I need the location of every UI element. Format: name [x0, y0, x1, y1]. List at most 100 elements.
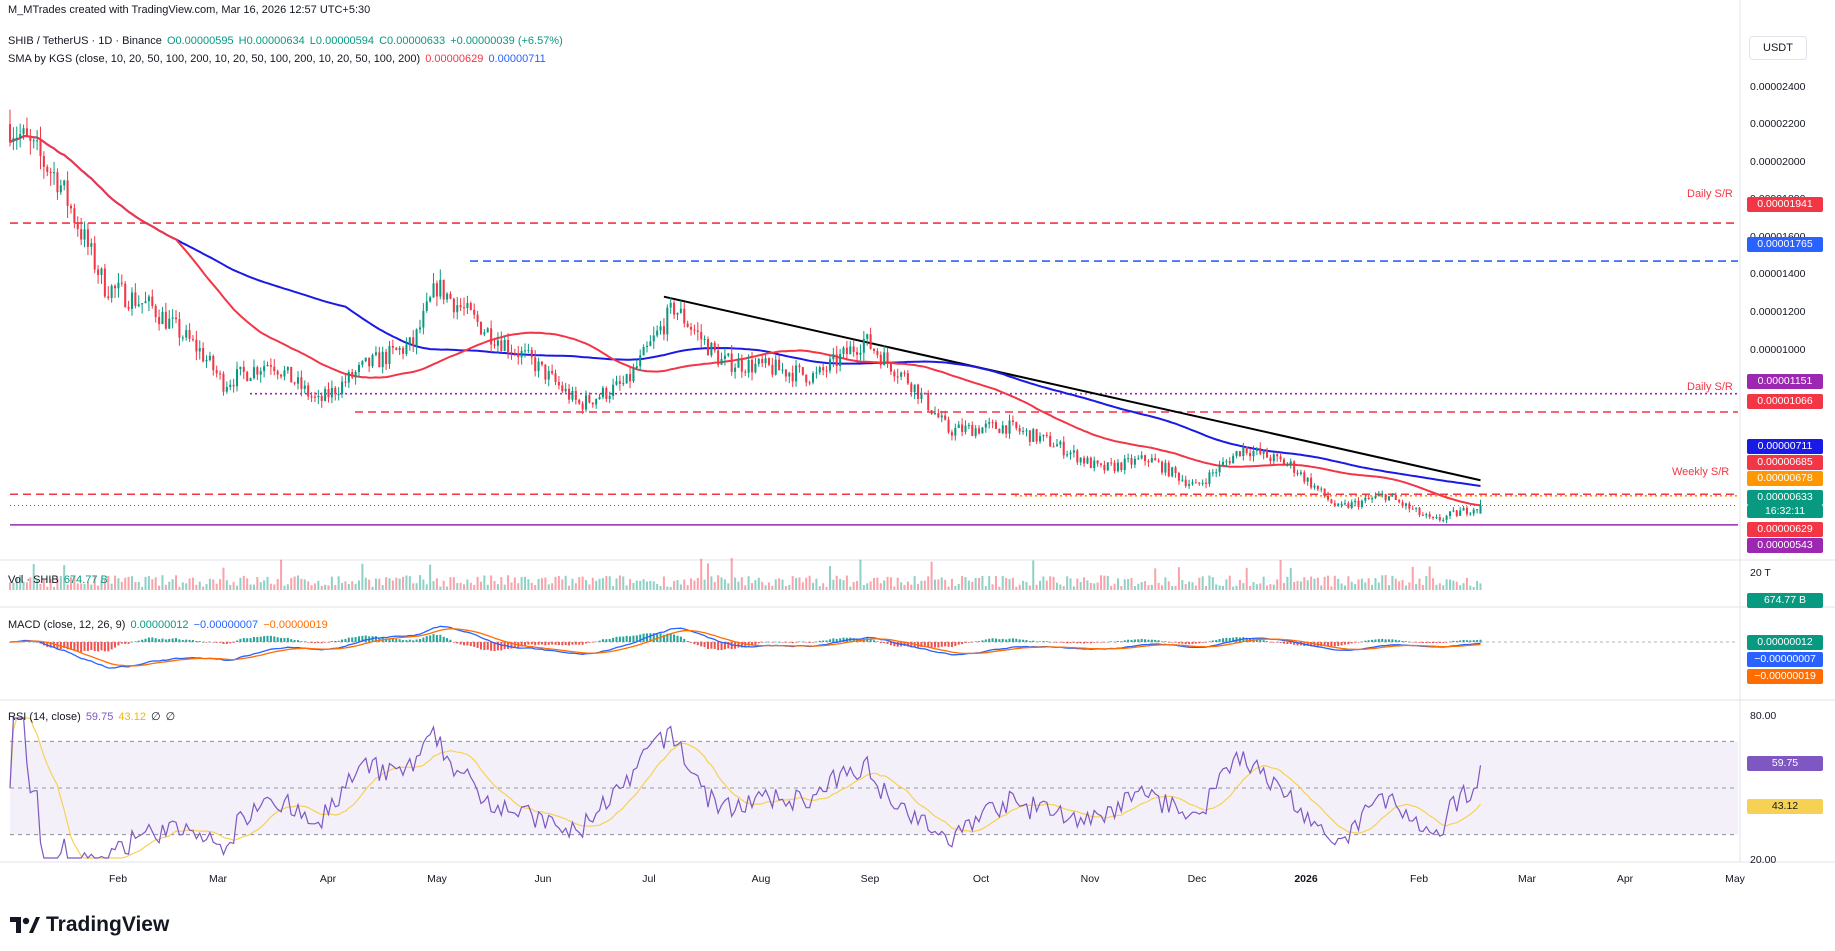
volume-bar [1147, 585, 1150, 590]
candle-body [418, 327, 421, 330]
candle-body [1299, 472, 1302, 475]
macd-histogram-bar [249, 638, 252, 642]
volume-bar [557, 576, 560, 590]
volume-bar [171, 579, 174, 590]
volume-bar [845, 575, 848, 590]
candle-body [527, 349, 530, 351]
macd-histogram-bar [456, 642, 459, 644]
volume-bar [510, 582, 513, 590]
candle-body [842, 347, 845, 354]
price-axis-tick: 0.00002000 [1750, 156, 1806, 168]
candle-body [615, 381, 618, 385]
volume-bar [876, 577, 879, 590]
candle-body [1235, 451, 1238, 456]
candle-body [1232, 455, 1235, 464]
price-axis-tick: 0.00001200 [1750, 306, 1806, 318]
rsi-ma-line [9, 717, 1481, 859]
volume-bar [124, 577, 127, 590]
open-value: O0.00000595 [166, 35, 234, 47]
volume-bar [161, 575, 164, 590]
macd-histogram-bar [1232, 637, 1235, 642]
sma-legend[interactable]: SMA by KGS (close, 10, 20, 50, 100, 200,… [8, 53, 548, 65]
macd-histogram-bar [351, 637, 354, 642]
volume-bar [212, 579, 215, 590]
candle-body [59, 185, 62, 193]
symbol-name[interactable]: SHIB / TetherUS · 1D · Binance [8, 35, 162, 47]
volume-bar [1232, 586, 1235, 590]
sma-label[interactable]: SMA by KGS (close, 10, 20, 50, 100, 200,… [8, 53, 421, 65]
volume-bar [15, 578, 18, 590]
macd-histogram-bar [86, 642, 89, 651]
rsi-label[interactable]: RSI (14, close) [8, 711, 81, 723]
price-tag: 0.00000685 [1747, 455, 1823, 470]
tradingview-logo[interactable]: TradingView [10, 913, 169, 937]
volume-bar [1313, 578, 1316, 590]
volume-bar [832, 579, 835, 590]
volume-bar [835, 575, 838, 590]
candle-body [215, 370, 218, 374]
volume-bar [320, 586, 323, 590]
candle-body [923, 392, 926, 394]
candle-body [191, 338, 194, 340]
candle-body [1218, 464, 1221, 473]
macd-histogram-bar [615, 636, 618, 642]
candle-body [591, 402, 594, 405]
macd-label[interactable]: MACD (close, 12, 26, 9) [8, 619, 126, 631]
volume-bar [222, 567, 225, 590]
volume-legend[interactable]: Vol · SHIB 674.77 B [8, 574, 110, 586]
volume-bar [1144, 581, 1147, 590]
macd-histogram-bar [1360, 641, 1363, 643]
macd-histogram-bar [1479, 639, 1482, 642]
volume-bar [798, 577, 801, 590]
volume-bar [1282, 583, 1285, 590]
candle-body [903, 372, 906, 374]
volume-bar [225, 580, 228, 590]
candle-body [1096, 460, 1099, 464]
candle-body [151, 296, 154, 306]
macd-histogram-bar [1310, 642, 1313, 647]
volume-bar [1157, 582, 1160, 590]
volume-bar [544, 577, 547, 590]
candle-body [862, 338, 865, 353]
macd-histogram-bar [344, 638, 347, 642]
candle-body [486, 328, 489, 333]
macd-histogram-bar [1147, 639, 1150, 642]
candle-body [1313, 485, 1316, 488]
macd-legend[interactable]: MACD (close, 12, 26, 9) 0.00000012 −0.00… [8, 619, 330, 631]
volume-bar [889, 577, 892, 590]
candle-body [1479, 505, 1482, 514]
currency-button[interactable]: USDT [1749, 36, 1807, 60]
macd-histogram-bar [662, 634, 665, 642]
volume-label[interactable]: Vol · SHIB [8, 574, 59, 586]
volume-bar [774, 579, 777, 590]
macd-histogram-bar [910, 642, 913, 648]
macd-histogram-bar [212, 642, 215, 643]
macd-histogram-bar [391, 638, 394, 642]
candle-body [710, 342, 713, 356]
candle-body [510, 352, 513, 354]
macd-histogram-bar [120, 642, 123, 644]
volume-bar [286, 584, 289, 590]
volume-bar [534, 584, 537, 590]
rsi-legend[interactable]: RSI (14, close) 59.75 43.12 ∅ ∅ [8, 710, 177, 723]
candle-body [520, 350, 523, 358]
candle-body [727, 353, 730, 356]
macd-histogram-bar [1208, 641, 1211, 642]
macd-histogram-bar [317, 642, 320, 644]
tradingview-brand: TradingView [46, 913, 170, 936]
candle-body [1130, 458, 1133, 465]
candle-body [449, 293, 452, 299]
macd-histogram-bar [266, 635, 269, 642]
candle-body [432, 283, 435, 298]
candle-body [83, 229, 86, 240]
macd-histogram-bar [669, 633, 672, 642]
candle-body [1171, 467, 1174, 477]
volume-bar [635, 580, 638, 590]
symbol-legend[interactable]: SHIB / TetherUS · 1D · Binance O0.000005… [8, 35, 565, 47]
candle-body [341, 381, 344, 394]
volume-bar [252, 584, 255, 590]
candle-body [36, 140, 39, 142]
macd-tag: −0.00000007 [1747, 652, 1823, 667]
price-tag: 0.00001151 [1747, 374, 1823, 389]
